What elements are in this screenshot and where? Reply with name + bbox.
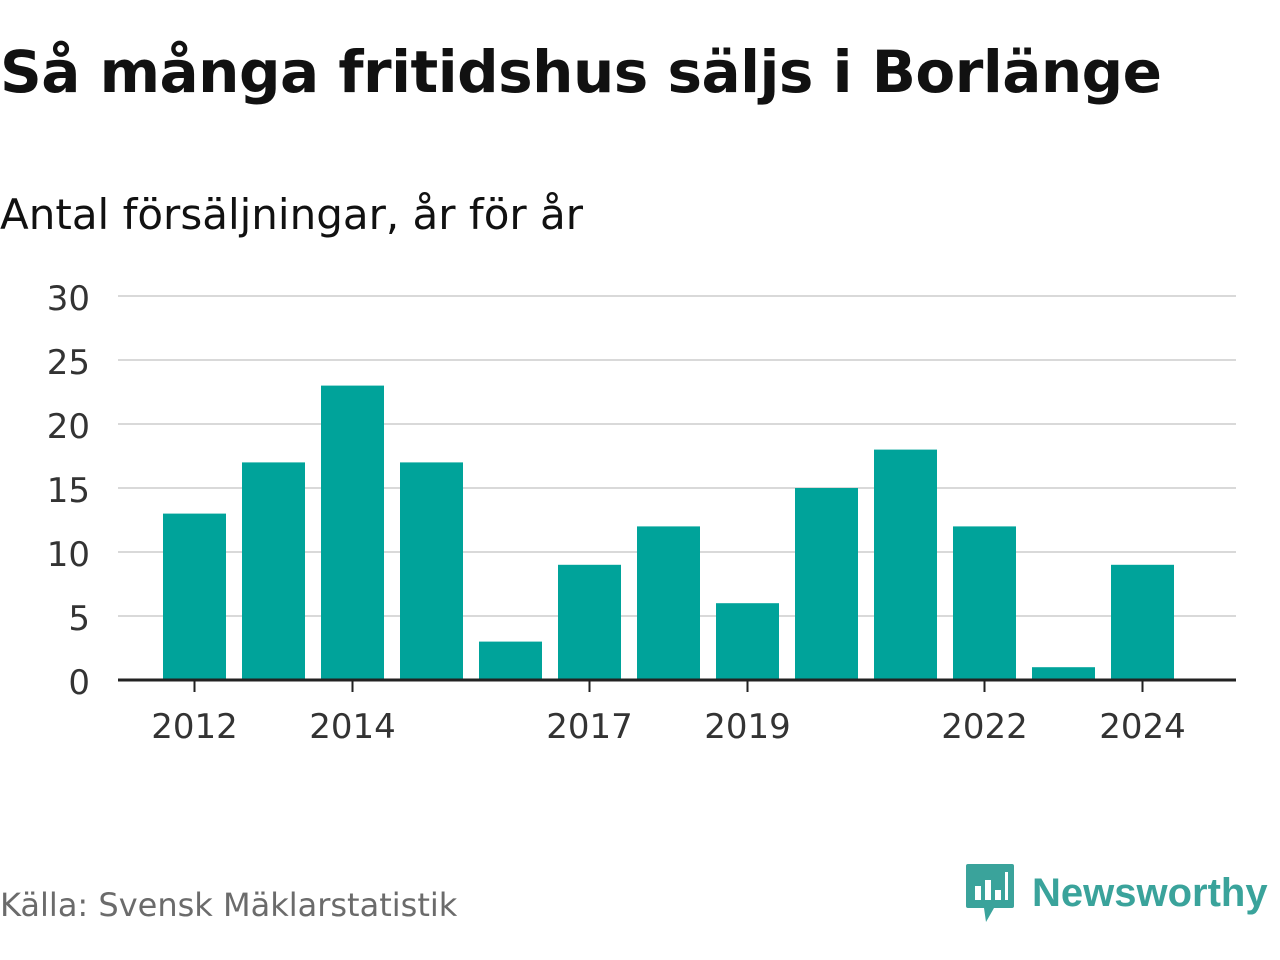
y-tick-label: 30 — [47, 279, 90, 319]
y-axis-ticks: 0 5 10 15 20 25 30 — [47, 279, 90, 703]
source-note: Källa: Svensk Mäklarstatistik — [0, 886, 458, 924]
bar-2019 — [716, 603, 779, 680]
bar-2017 — [558, 564, 621, 680]
bar-2022 — [953, 526, 1016, 680]
chart-subtitle: Antal försäljningar, år för år — [0, 190, 584, 239]
brand-name: Newsworthy — [1032, 870, 1268, 915]
x-tick-label: 2022 — [941, 707, 1028, 747]
bar-2012 — [163, 513, 226, 680]
y-tick-label: 5 — [68, 599, 90, 639]
x-tick-label: 2019 — [704, 707, 791, 747]
bar-2014 — [321, 385, 384, 680]
y-tick-label: 0 — [68, 663, 90, 703]
bar-chart: 0 5 10 15 20 25 30 2012 2014 2017 2019 2022 2024 — [47, 279, 1236, 747]
x-axis-ticks: 2012 2014 2017 2019 2022 2024 — [151, 680, 1186, 747]
newsworthy-logo-icon — [966, 864, 1014, 922]
bar-2016 — [479, 641, 542, 680]
x-tick-label: 2012 — [151, 707, 238, 747]
bar-2015 — [400, 462, 463, 680]
x-tick-label: 2024 — [1099, 707, 1186, 747]
bar-2018 — [637, 526, 700, 680]
x-tick-label: 2014 — [309, 707, 396, 747]
y-tick-label: 10 — [47, 535, 90, 575]
bar-2024 — [1111, 564, 1174, 680]
brand-logo: Newsworthy — [964, 862, 1268, 924]
bar-2021 — [874, 449, 937, 680]
y-tick-label: 25 — [47, 343, 90, 383]
chart-title: Så många fritidshus säljs i Borlänge — [0, 38, 1162, 106]
bars — [163, 385, 1174, 680]
x-tick-label: 2017 — [546, 707, 633, 747]
bar-2013 — [242, 462, 305, 680]
bar-2020 — [795, 488, 858, 680]
y-tick-label: 20 — [47, 407, 90, 447]
y-tick-label: 15 — [47, 471, 90, 511]
bar-2023 — [1032, 667, 1095, 680]
